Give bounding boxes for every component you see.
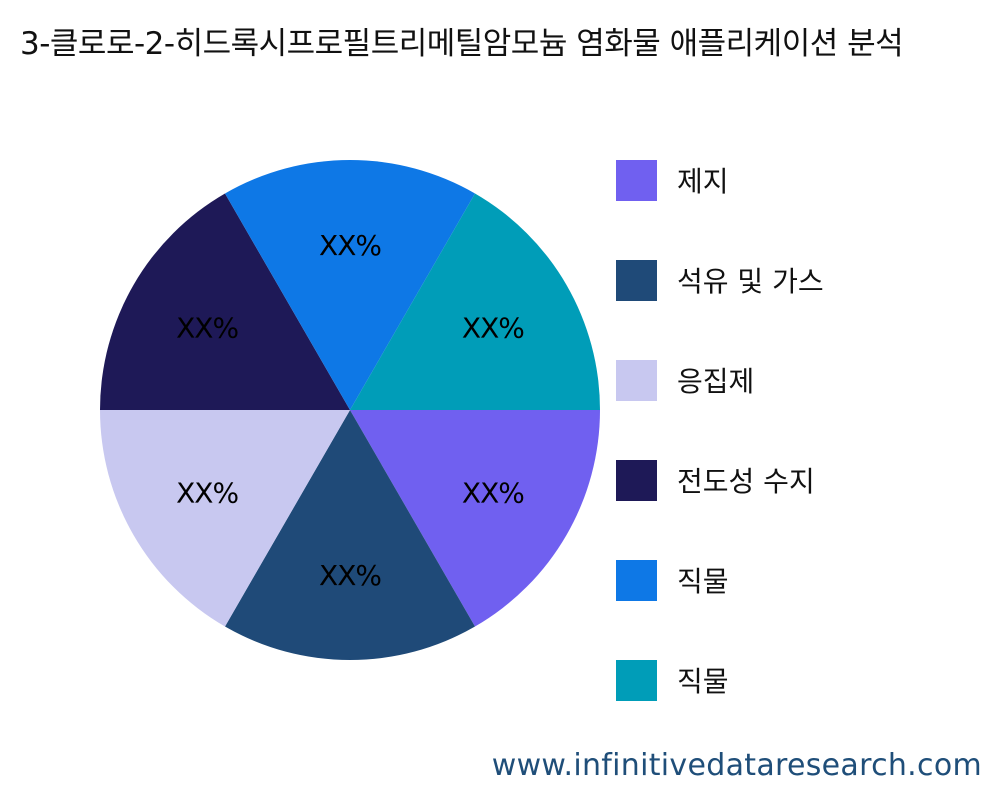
slice-data-label: XX% (462, 312, 524, 345)
legend-item: 전도성 수지 (616, 459, 815, 501)
legend-label: 석유 및 가스 (677, 265, 824, 298)
pie-slice (350, 193, 600, 410)
slice-data-label: XX% (319, 559, 381, 592)
legend-item: 직물 (616, 559, 729, 601)
legend-item: 직물 (616, 659, 729, 701)
legend-swatch (616, 359, 657, 401)
legend-swatch (616, 459, 657, 501)
source-watermark: www.infinitivedataresearch.com (491, 748, 982, 783)
legend-swatch (616, 559, 657, 601)
legend-swatch (616, 259, 657, 301)
legend-item: 응집제 (616, 359, 755, 401)
pie-slice (225, 410, 475, 660)
pie-slice (100, 193, 350, 410)
legend-item: 제지 (616, 159, 729, 201)
legend-label: 제지 (677, 165, 729, 198)
legend-label: 직물 (677, 565, 729, 598)
legend-label: 직물 (677, 665, 729, 698)
pie-slice (100, 410, 350, 627)
pie-slice (350, 410, 600, 627)
legend-swatch (616, 159, 657, 201)
legend-swatch (616, 659, 657, 701)
pie-slice (225, 160, 475, 410)
slice-data-label: XX% (462, 477, 524, 510)
slice-data-label: XX% (176, 312, 238, 345)
slice-data-label: XX% (176, 477, 238, 510)
legend-item: 석유 및 가스 (616, 259, 824, 301)
chart-title: 3-클로로-2-히드록시프로필트리메틸암모늄 염화물 애플리케이션 분석 (20, 26, 904, 62)
slice-data-label: XX% (319, 229, 381, 262)
legend-label: 전도성 수지 (677, 465, 815, 498)
legend-label: 응집제 (677, 365, 755, 398)
